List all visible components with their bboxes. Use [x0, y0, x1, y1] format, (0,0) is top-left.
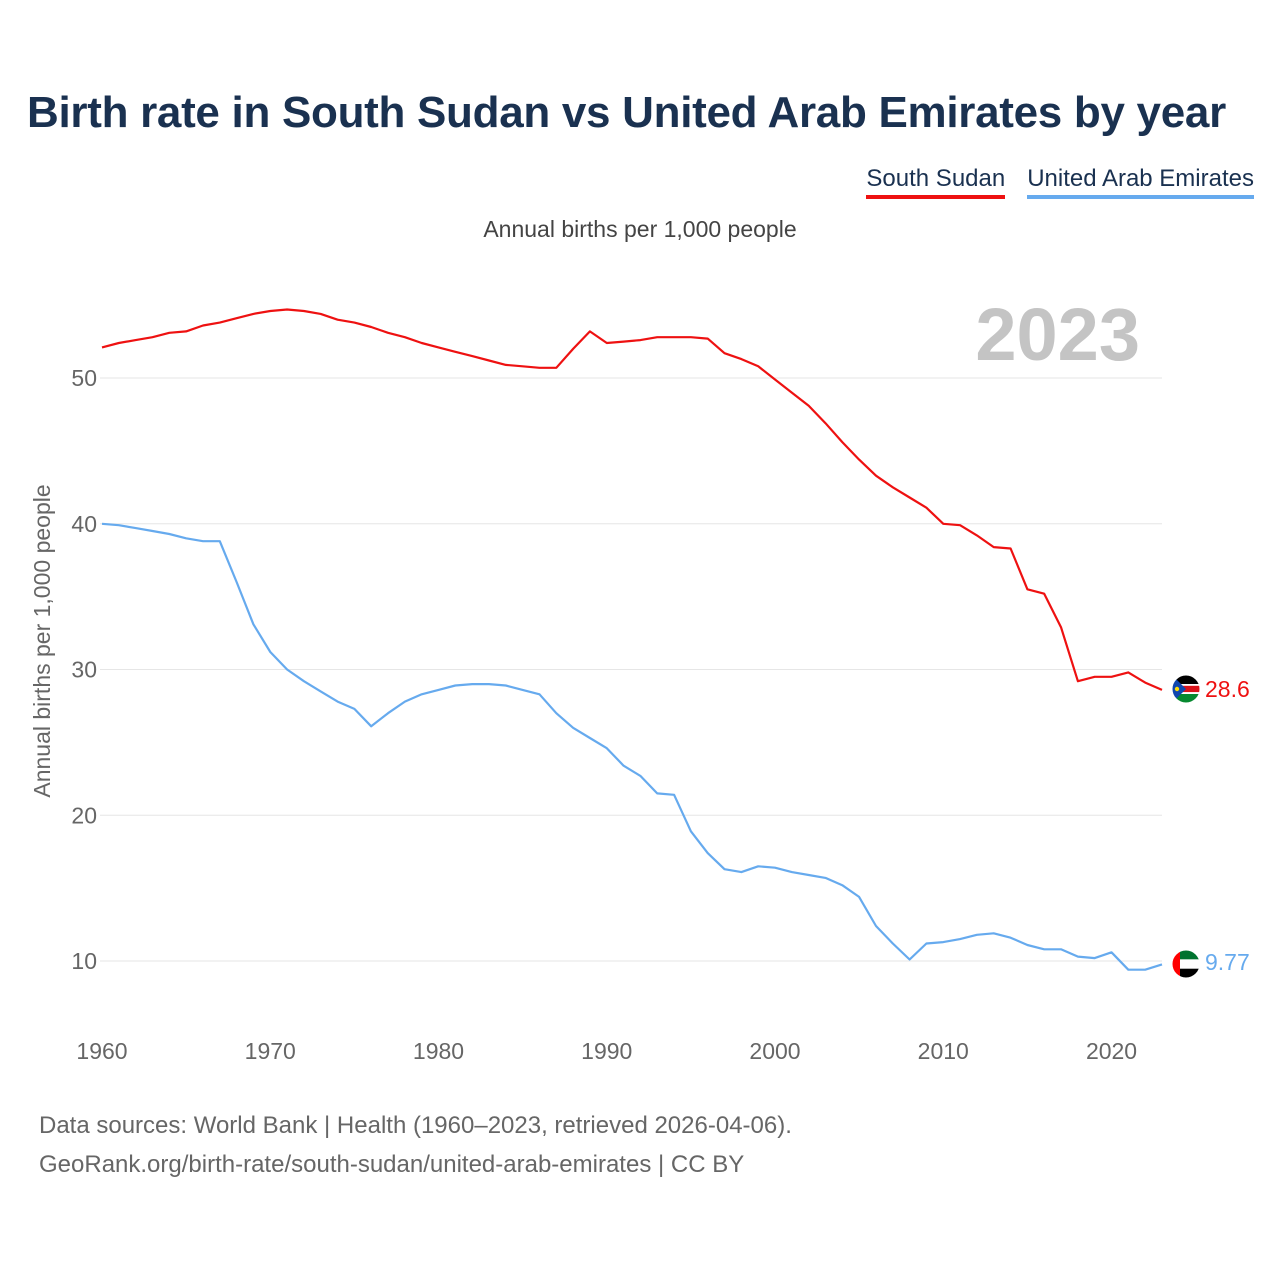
y-tick-label: 50	[71, 365, 97, 391]
series-line-united-arab-emirates[interactable]	[101, 522, 1163, 971]
x-tick-label: 1980	[413, 1038, 464, 1064]
data-sources: Data sources: World Bank | Health (1960–…	[39, 1106, 792, 1184]
legend-item-south-sudan[interactable]: South Sudan	[866, 164, 1006, 199]
x-axis-ticks: 1960 1970 1980 1990 2000 2010 2020	[76, 1038, 1137, 1064]
y-tick-label: 20	[71, 802, 97, 828]
year-label: 2023	[975, 293, 1140, 376]
y-tick-label: 30	[71, 657, 97, 683]
y-tick-label: 10	[71, 948, 97, 974]
x-tick-label: 2020	[1086, 1038, 1137, 1064]
x-tick-label: 2000	[749, 1038, 800, 1064]
legend-item-united-arab-emirates[interactable]: United Arab Emirates	[1027, 164, 1254, 199]
x-tick-label: 1960	[76, 1038, 127, 1064]
x-tick-label: 1990	[581, 1038, 632, 1064]
y-axis-label: Annual births per 1,000 people	[29, 484, 55, 797]
end-label-south-sudan: 28.6	[1205, 676, 1250, 702]
south-sudan-flag-icon	[1172, 675, 1200, 703]
grid-lines	[100, 377, 1162, 962]
chart-title: Birth rate in South Sudan vs United Arab…	[27, 88, 1226, 137]
end-label-united-arab-emirates: 9.77	[1205, 949, 1250, 975]
x-tick-label: 1970	[245, 1038, 296, 1064]
sources-line-2[interactable]: GeoRank.org/birth-rate/south-sudan/unite…	[39, 1151, 745, 1178]
y-tick-label: 40	[71, 511, 97, 537]
series-lines	[101, 308, 1163, 971]
chart-subtitle: Annual births per 1,000 people	[483, 216, 797, 242]
y-axis-ticks: 10 20 30 40 50	[71, 365, 97, 974]
sources-line-1: Data sources: World Bank | Health (1960–…	[39, 1112, 792, 1139]
uae-flag-icon	[1172, 950, 1200, 978]
legend: South Sudan United Arab Emirates	[866, 164, 1254, 199]
x-tick-label: 2010	[918, 1038, 969, 1064]
series-line-south-sudan[interactable]	[101, 308, 1163, 691]
